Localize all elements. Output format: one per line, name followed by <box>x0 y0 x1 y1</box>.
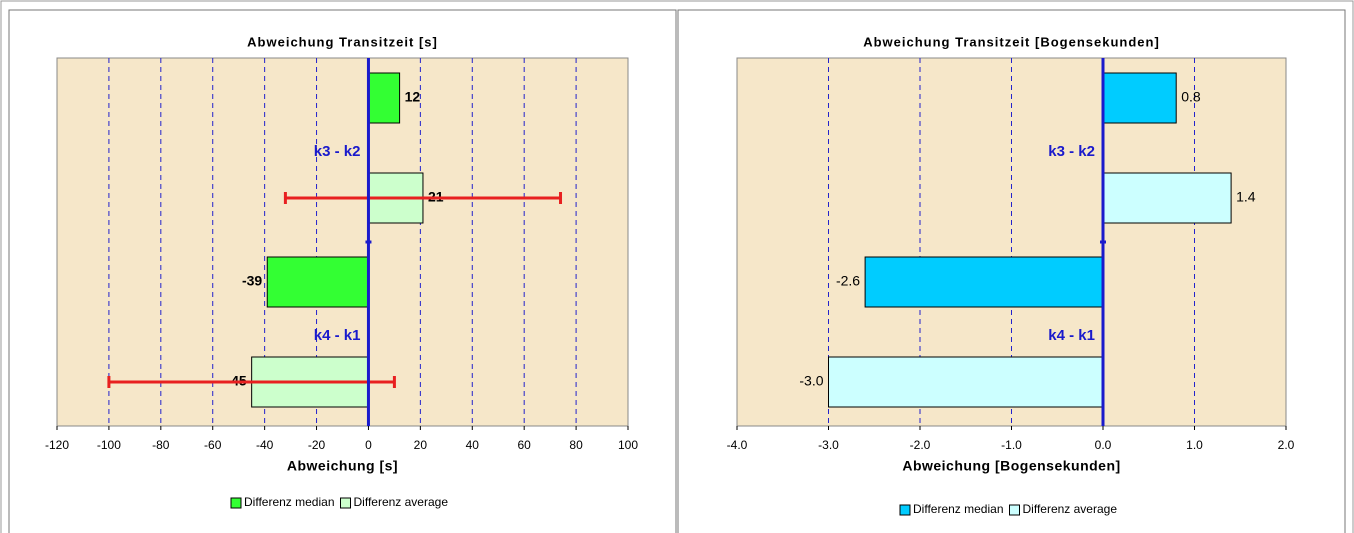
bar <box>367 72 401 124</box>
x-tick-label: 40 <box>466 438 480 452</box>
error-bar <box>107 376 396 388</box>
category-label: k4 - k1 <box>314 327 361 344</box>
x-tick-label: -40 <box>256 438 274 452</box>
legend: Differenz median Differenz average <box>899 502 1118 516</box>
x-tick-label: 2.0 <box>1278 438 1295 452</box>
data-label: -39 <box>242 273 262 289</box>
x-axis-title: Abweichung [s] <box>287 458 398 474</box>
bar <box>864 256 1104 308</box>
x-tick-label: -80 <box>152 438 170 452</box>
data-label: 12 <box>405 89 421 105</box>
category-label: k4 - k1 <box>1048 327 1095 344</box>
x-tick-label: -2.0 <box>910 438 931 452</box>
error-bar <box>283 192 563 204</box>
legend-swatch <box>340 497 351 509</box>
legend-swatch <box>899 504 911 516</box>
x-tick-label: 80 <box>569 438 583 452</box>
x-axis-title: Abweichung [Bogensekunden] <box>902 458 1120 474</box>
legend-swatch <box>230 497 242 509</box>
x-tick-label: -120 <box>45 438 69 452</box>
x-tick-label: 1.0 <box>1186 438 1203 452</box>
x-tick-label: 20 <box>414 438 428 452</box>
legend-label: Differenz median <box>913 502 1004 516</box>
x-tick-label: -4.0 <box>727 438 748 452</box>
chart: Abweichung Transitzeit [Bogensekunden] -4… <box>727 34 1295 516</box>
data-label: -2.6 <box>836 273 860 289</box>
x-tick-label: -3.0 <box>818 438 839 452</box>
legend-label: Differenz average <box>354 495 449 509</box>
chart-title: Abweichung Transitzeit [s] <box>247 34 438 49</box>
x-tick-label: 60 <box>518 438 532 452</box>
bar <box>1102 72 1177 124</box>
bar <box>828 356 1104 408</box>
bar <box>266 256 369 308</box>
x-tick-label: -1.0 <box>1001 438 1022 452</box>
x-tick-label: -100 <box>97 438 121 452</box>
x-tick-label: -20 <box>308 438 326 452</box>
legend-swatch <box>1009 504 1020 516</box>
x-tick-label: -60 <box>204 438 222 452</box>
data-label: 0.8 <box>1181 89 1201 105</box>
data-label: -3.0 <box>799 373 823 389</box>
bar <box>1102 172 1232 224</box>
legend: Differenz median Differenz average <box>230 495 449 509</box>
chart-title: Abweichung Transitzeit [Bogensekunden] <box>863 34 1160 49</box>
x-tick-label: 0.0 <box>1095 438 1112 452</box>
legend-label: Differenz average <box>1023 502 1118 516</box>
data-label: 1.4 <box>1236 189 1256 205</box>
legend-label: Differenz median <box>244 495 335 509</box>
chart: Abweichung Transitzeit [s] -120 -100 -80 -60… <box>45 34 638 509</box>
category-label: k3 - k2 <box>314 143 361 160</box>
x-tick-label: 0 <box>365 438 372 452</box>
x-tick-label: 100 <box>618 438 638 452</box>
category-label: k3 - k2 <box>1048 143 1095 160</box>
